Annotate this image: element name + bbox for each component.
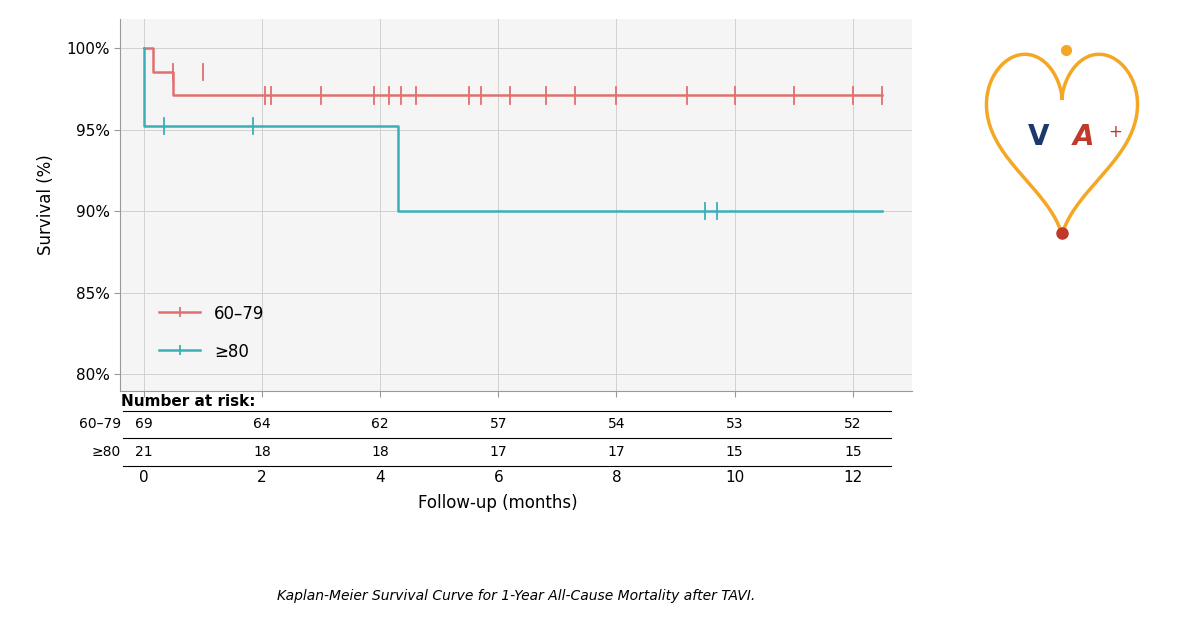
Text: V: V (1027, 122, 1049, 151)
Text: Follow-up (months): Follow-up (months) (419, 494, 578, 512)
Text: 60–79: 60–79 (79, 417, 121, 431)
Text: 15: 15 (844, 445, 862, 459)
Text: +: + (1108, 123, 1122, 141)
Text: 69: 69 (134, 417, 152, 431)
Text: 10: 10 (725, 470, 744, 485)
Text: 17: 17 (607, 445, 625, 459)
Text: 62: 62 (371, 417, 389, 431)
Text: 17: 17 (490, 445, 508, 459)
Text: 12: 12 (844, 470, 863, 485)
Text: 18: 18 (371, 445, 389, 459)
Text: Kaplan-Meier Survival Curve for 1-Year All-Cause Mortality after TAVI.: Kaplan-Meier Survival Curve for 1-Year A… (277, 589, 755, 603)
Text: 15: 15 (726, 445, 744, 459)
Text: Number at risk:: Number at risk: (121, 394, 256, 409)
Text: 8: 8 (612, 470, 622, 485)
Text: 21: 21 (134, 445, 152, 459)
Y-axis label: Survival (%): Survival (%) (37, 154, 55, 255)
Text: 53: 53 (726, 417, 744, 431)
Text: 18: 18 (253, 445, 271, 459)
Text: 2: 2 (257, 470, 266, 485)
Text: 0: 0 (139, 470, 149, 485)
Text: 57: 57 (490, 417, 508, 431)
Text: ≥80: ≥80 (92, 445, 121, 459)
Text: 4: 4 (376, 470, 385, 485)
Text: 64: 64 (253, 417, 271, 431)
Text: 54: 54 (607, 417, 625, 431)
Text: 52: 52 (844, 417, 862, 431)
Legend: 60–79, ≥80: 60–79, ≥80 (152, 298, 271, 367)
Text: 6: 6 (493, 470, 503, 485)
Text: A: A (1073, 122, 1094, 151)
